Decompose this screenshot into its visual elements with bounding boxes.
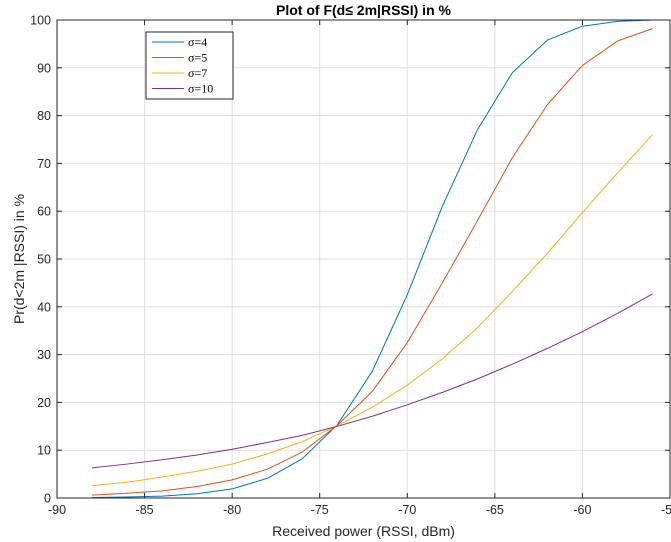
legend-entry: σ=4 — [188, 35, 207, 49]
y-tick-label: 40 — [37, 300, 51, 314]
x-tick-label: -80 — [223, 503, 241, 517]
x-tick-label: -65 — [486, 503, 504, 517]
y-tick-label: 70 — [37, 157, 51, 171]
legend-entry: σ=7 — [188, 66, 207, 80]
x-tick-label: -90 — [48, 503, 66, 517]
y-tick-label: 50 — [37, 253, 51, 267]
y-tick-label: 100 — [30, 14, 51, 28]
legend: σ=4 σ=5σ=7 σ=10 — [145, 31, 234, 100]
series-line-4 — [91, 293, 653, 469]
legend-box — [145, 31, 234, 100]
ticks: -90 -85 -80 -75 -70 -65 -60 -55 0 10 20 30 40 50 60 70 8… — [30, 14, 671, 518]
grid — [57, 20, 670, 498]
x-tick-label: -60 — [573, 503, 591, 517]
y-tick-label: 60 — [37, 205, 51, 219]
series-group — [91, 19, 653, 499]
x-tick-label: -55 — [661, 503, 671, 517]
y-tick-label: 10 — [37, 444, 51, 458]
x-tick-label: -75 — [311, 503, 329, 517]
legend-entry: σ=10 — [188, 82, 213, 96]
x-tick-label: -85 — [136, 503, 154, 517]
x-axis-label: Received power (RSSI, dBm) — [272, 523, 455, 539]
series-line-2 — [92, 28, 653, 496]
y-tick-label: 20 — [37, 396, 51, 410]
series-line-1 — [92, 19, 653, 499]
legend-entry: σ=5 — [188, 51, 207, 65]
y-tick-label: 0 — [44, 492, 51, 506]
chart-title: Plot of F(d≤ 2m|RSSI) in % — [276, 2, 451, 18]
x-tick-label: -70 — [398, 503, 416, 517]
y-axis-label: Pr(d<2m |RSSI) in % — [11, 194, 27, 324]
y-tick-label: 80 — [37, 109, 51, 123]
series-line-3 — [91, 134, 653, 487]
y-tick-label: 90 — [37, 61, 51, 75]
y-tick-label: 30 — [37, 348, 51, 362]
